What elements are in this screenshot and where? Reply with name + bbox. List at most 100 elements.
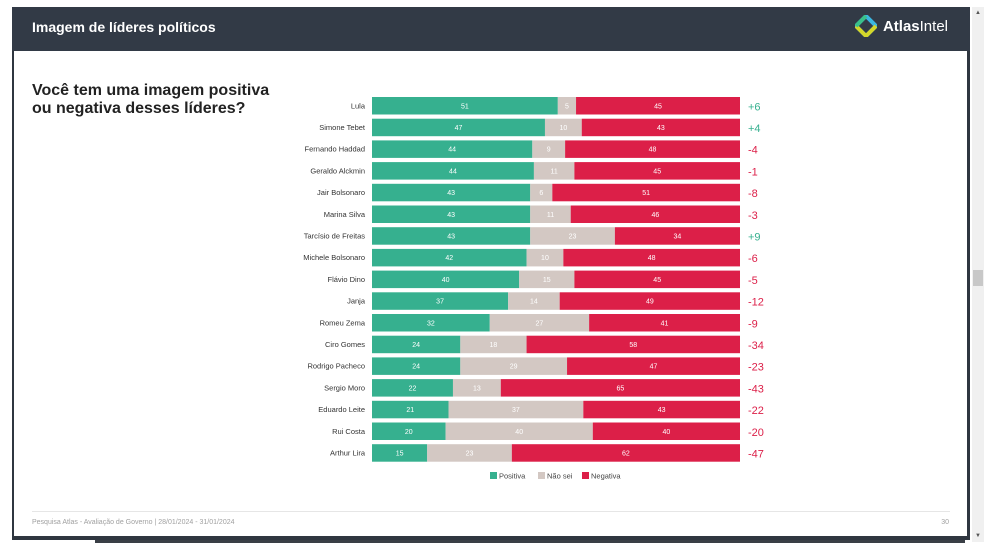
atlasintel-logo-icon xyxy=(854,15,877,37)
legend-label: Não sei xyxy=(547,472,573,481)
bar-value-label: 41 xyxy=(661,320,669,327)
bar-segment-nao-sei xyxy=(489,314,590,332)
bar-value-label: 42 xyxy=(445,255,453,262)
scroll-thumb[interactable] xyxy=(973,270,983,286)
bar-value-label: 43 xyxy=(447,190,455,197)
category-label: Arthur Lira xyxy=(330,448,366,457)
category-label: Rui Costa xyxy=(332,427,366,436)
category-label: Ciro Gomes xyxy=(325,340,365,349)
bar-value-label: 46 xyxy=(651,212,659,219)
legend-label: Negativa xyxy=(591,472,621,481)
bar-value-label: 40 xyxy=(515,429,523,436)
bar-segment-positiva xyxy=(372,379,453,397)
net-balance-label: -12 xyxy=(748,297,764,309)
bar-segment-negativa xyxy=(552,183,740,202)
bar-segment-negativa xyxy=(511,444,740,462)
net-balance-label: -34 xyxy=(748,340,764,352)
bar-segment-nao-sei xyxy=(526,248,564,267)
bar-value-label: 49 xyxy=(646,299,654,306)
bar-segment-nao-sei xyxy=(530,183,553,202)
bar-segment-negativa xyxy=(567,357,740,375)
bar-value-label: 24 xyxy=(412,342,420,349)
bar-segment-positiva xyxy=(372,400,449,419)
bar-value-label: 29 xyxy=(510,364,518,371)
bar-value-label: 10 xyxy=(559,125,567,132)
net-balance-label: -9 xyxy=(748,318,758,330)
bar-value-label: 14 xyxy=(530,299,538,306)
bar-value-label: 45 xyxy=(653,277,661,284)
bar-value-label: 51 xyxy=(642,190,650,197)
bar-segment-positiva xyxy=(372,422,446,440)
bar-segment-positiva xyxy=(372,314,490,332)
bar-value-label: 11 xyxy=(547,212,554,219)
bar-value-label: 15 xyxy=(396,450,404,457)
bar-value-label: 37 xyxy=(512,407,520,414)
category-label: Geraldo Alckmin xyxy=(310,166,365,175)
bar-segment-positiva xyxy=(372,162,534,180)
bar-segment-nao-sei xyxy=(533,162,575,180)
category-label: Michele Bolsonaro xyxy=(303,253,365,262)
bar-value-label: 43 xyxy=(447,212,455,219)
bar-value-label: 22 xyxy=(409,385,417,392)
net-balance-label: -47 xyxy=(748,448,764,460)
bar-value-label: 32 xyxy=(427,320,435,327)
legend-label: Positiva xyxy=(499,472,526,481)
category-label: Rodrigo Pacheco xyxy=(307,362,365,371)
bar-segment-nao-sei xyxy=(544,118,582,137)
bar-value-label: 27 xyxy=(536,320,544,327)
bar-segment-nao-sei xyxy=(445,422,593,440)
bar-segment-nao-sei xyxy=(427,444,512,462)
bar-segment-negativa xyxy=(563,248,740,267)
category-label: Fernando Haddad xyxy=(305,145,365,154)
logo-text: AtlasIntel xyxy=(882,17,948,35)
bar-segment-positiva xyxy=(372,270,520,289)
scroll-up-button[interactable]: ▲ xyxy=(975,10,981,16)
net-balance-label: -4 xyxy=(748,145,758,157)
bar-segment-negativa xyxy=(589,314,740,332)
net-balance-label: +9 xyxy=(748,231,761,243)
bar-value-label: 48 xyxy=(648,255,656,262)
bar-segment-positiva xyxy=(372,227,531,245)
slide-header: Imagem de líderes políticos AtlasIntel xyxy=(12,7,970,51)
bar-value-label: 45 xyxy=(654,103,662,110)
bar-value-label: 58 xyxy=(629,342,637,349)
bar-value-label: 47 xyxy=(455,125,463,132)
bar-value-label: 15 xyxy=(543,277,551,284)
vertical-scrollbar[interactable]: ▲ ▼ xyxy=(972,7,984,542)
scroll-down-button[interactable]: ▼ xyxy=(975,533,981,539)
bar-value-label: 9 xyxy=(547,147,551,154)
bar-segment-positiva xyxy=(372,97,558,115)
bar-value-label: 51 xyxy=(461,103,469,110)
bar-value-label: 20 xyxy=(405,429,413,436)
bar-segment-nao-sei xyxy=(460,335,527,354)
bar-value-label: 65 xyxy=(617,385,625,392)
category-label: Marina Silva xyxy=(324,210,366,219)
bar-segment-negativa xyxy=(559,292,740,310)
bar-segment-positiva xyxy=(372,140,533,158)
net-balance-label: +6 xyxy=(748,101,761,113)
bar-value-label: 37 xyxy=(436,299,444,306)
net-balance-label: +4 xyxy=(748,123,761,135)
net-balance-label: -6 xyxy=(748,253,758,265)
category-label: Jair Bolsonaro xyxy=(317,188,365,197)
bar-segment-negativa xyxy=(565,140,740,158)
bar-value-label: 47 xyxy=(650,364,658,371)
atlasintel-logo: AtlasIntel xyxy=(854,15,948,37)
bar-value-label: 13 xyxy=(473,385,481,392)
category-label: Flávio Dino xyxy=(327,275,365,284)
net-balance-label: -22 xyxy=(748,405,764,417)
net-balance-label: -23 xyxy=(748,362,764,374)
bar-segment-negativa xyxy=(526,335,740,354)
bar-segment-positiva xyxy=(372,292,509,310)
bar-segment-nao-sei xyxy=(530,205,571,223)
bar-segment-nao-sei xyxy=(530,227,615,245)
bar-segment-negativa xyxy=(500,379,740,397)
category-label: Eduardo Leite xyxy=(318,405,365,414)
bar-value-label: 45 xyxy=(653,168,661,175)
legend-swatch xyxy=(582,472,589,479)
bar-value-label: 21 xyxy=(406,407,414,414)
bar-segment-negativa xyxy=(574,270,740,289)
footer-divider xyxy=(32,511,950,512)
category-label: Tarcísio de Freitas xyxy=(304,231,366,240)
